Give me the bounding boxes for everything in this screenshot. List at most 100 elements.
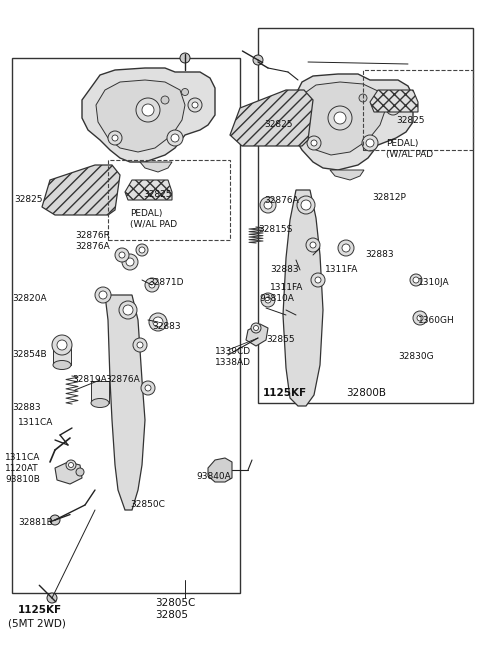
Polygon shape xyxy=(112,371,128,389)
Text: 32800B: 32800B xyxy=(346,388,386,398)
Circle shape xyxy=(310,242,316,248)
Circle shape xyxy=(137,342,143,348)
Circle shape xyxy=(145,278,159,292)
Text: 32854B: 32854B xyxy=(12,350,47,359)
Polygon shape xyxy=(208,458,232,482)
Text: 32819A: 32819A xyxy=(72,375,107,384)
Text: (5MT 2WD): (5MT 2WD) xyxy=(8,618,66,628)
Text: 32883: 32883 xyxy=(365,250,394,259)
Polygon shape xyxy=(246,324,268,346)
Circle shape xyxy=(413,311,427,325)
Circle shape xyxy=(342,244,350,252)
Text: 32855: 32855 xyxy=(266,335,295,344)
Text: 32883: 32883 xyxy=(270,265,299,274)
Circle shape xyxy=(115,248,129,262)
Polygon shape xyxy=(91,381,109,403)
Circle shape xyxy=(142,104,154,116)
Bar xyxy=(363,70,473,150)
Circle shape xyxy=(119,301,137,319)
Text: 32876A: 32876A xyxy=(105,375,140,384)
Text: 32883: 32883 xyxy=(152,322,180,331)
Circle shape xyxy=(359,94,367,102)
Circle shape xyxy=(145,385,151,391)
Circle shape xyxy=(50,515,60,525)
Polygon shape xyxy=(284,74,413,170)
Polygon shape xyxy=(140,162,172,172)
Circle shape xyxy=(301,200,311,210)
Text: 93810B: 93810B xyxy=(5,475,40,484)
Circle shape xyxy=(310,299,316,305)
Circle shape xyxy=(139,247,145,253)
Text: 32815S: 32815S xyxy=(258,225,292,234)
Circle shape xyxy=(112,135,118,141)
Circle shape xyxy=(260,197,276,213)
Circle shape xyxy=(306,238,320,252)
Circle shape xyxy=(149,282,155,288)
Text: 32825: 32825 xyxy=(396,116,424,125)
Text: 32876A: 32876A xyxy=(75,242,110,251)
Text: 32830G: 32830G xyxy=(398,352,433,361)
Circle shape xyxy=(161,96,169,104)
Polygon shape xyxy=(294,82,386,155)
Text: 1360GH: 1360GH xyxy=(418,316,455,325)
Circle shape xyxy=(108,131,122,145)
Text: 32820A: 32820A xyxy=(12,294,47,303)
Ellipse shape xyxy=(91,398,109,407)
Circle shape xyxy=(52,335,72,355)
Text: 32876R: 32876R xyxy=(75,231,110,240)
Text: 32825: 32825 xyxy=(14,195,43,204)
Circle shape xyxy=(136,244,148,256)
Circle shape xyxy=(141,381,155,395)
Polygon shape xyxy=(53,345,71,365)
Text: 32876A: 32876A xyxy=(264,196,299,205)
Text: 1310JA: 1310JA xyxy=(418,278,450,287)
Circle shape xyxy=(123,305,133,315)
Text: 1311CA: 1311CA xyxy=(18,418,53,427)
Circle shape xyxy=(136,98,160,122)
Text: 1125KF: 1125KF xyxy=(263,388,307,398)
Circle shape xyxy=(253,325,259,331)
Circle shape xyxy=(292,262,308,278)
Polygon shape xyxy=(330,170,364,180)
Circle shape xyxy=(417,315,423,321)
Bar xyxy=(12,58,240,593)
Bar xyxy=(108,160,230,240)
Polygon shape xyxy=(283,190,323,406)
Circle shape xyxy=(311,140,317,146)
Circle shape xyxy=(181,89,189,96)
Text: 32881B: 32881B xyxy=(18,518,53,527)
Polygon shape xyxy=(105,295,145,510)
Circle shape xyxy=(126,258,134,266)
Text: (W/AL PAD: (W/AL PAD xyxy=(386,150,433,159)
Circle shape xyxy=(328,106,352,130)
Text: 1311FA: 1311FA xyxy=(325,265,359,274)
Circle shape xyxy=(171,134,179,142)
Text: 32825: 32825 xyxy=(143,190,171,199)
Text: 32883: 32883 xyxy=(12,403,41,412)
Circle shape xyxy=(311,273,325,287)
Circle shape xyxy=(149,313,167,331)
Text: 32871D: 32871D xyxy=(148,278,183,287)
Circle shape xyxy=(296,266,304,274)
Circle shape xyxy=(334,112,346,124)
Circle shape xyxy=(253,55,263,65)
Polygon shape xyxy=(370,90,418,112)
Text: 32812P: 32812P xyxy=(372,193,406,202)
Circle shape xyxy=(264,201,272,209)
Text: (W/AL PAD: (W/AL PAD xyxy=(130,220,177,229)
Polygon shape xyxy=(42,165,120,215)
Text: 32805C: 32805C xyxy=(155,598,195,608)
Circle shape xyxy=(66,460,76,470)
Text: 93810A: 93810A xyxy=(259,294,294,303)
Text: 1125KF: 1125KF xyxy=(18,605,62,615)
Circle shape xyxy=(119,252,125,258)
Circle shape xyxy=(297,196,315,214)
Circle shape xyxy=(307,136,321,150)
Circle shape xyxy=(307,296,319,308)
Text: 32805: 32805 xyxy=(155,610,188,620)
Circle shape xyxy=(153,317,163,327)
Ellipse shape xyxy=(112,385,128,393)
Polygon shape xyxy=(230,90,313,146)
Circle shape xyxy=(69,462,73,468)
Circle shape xyxy=(390,105,396,111)
